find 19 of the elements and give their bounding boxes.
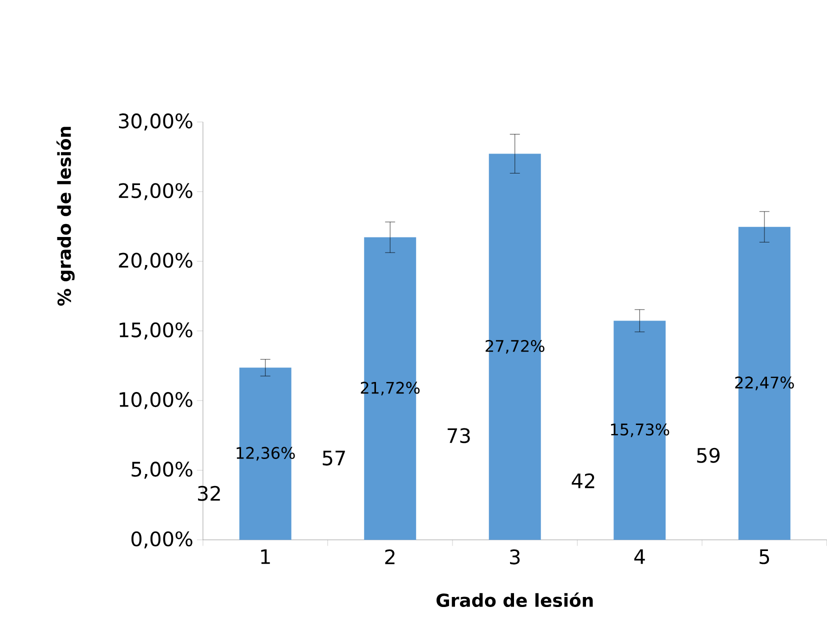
y-axis-title: % grado de lesión <box>56 126 75 306</box>
x-tick-label: 1 <box>261 549 270 564</box>
annotation: 59 <box>697 448 720 463</box>
y-tick-label: 15,00% <box>120 322 192 340</box>
x-tick-label: 5 <box>760 549 770 564</box>
y-tick-label: 25,00% <box>118 183 192 200</box>
annotation: 42 <box>572 473 594 488</box>
y-tick-label: 5,00% <box>132 462 192 479</box>
y-tick-label: 20,00% <box>118 252 192 270</box>
x-tick-label: 2 <box>385 549 394 564</box>
y-tick-label: 0,00% <box>131 531 192 548</box>
x-axis-title: Grado de lesión <box>436 592 593 608</box>
annotation: 57 <box>322 450 345 466</box>
x-tick-label: 4 <box>634 549 645 564</box>
y-tick-label: 10,00% <box>120 392 192 410</box>
y-tick-label: 30,00% <box>118 113 192 131</box>
annotation: 32 <box>198 486 220 501</box>
x-tick-label: 3 <box>510 549 520 565</box>
annotation: 73 <box>448 428 470 444</box>
